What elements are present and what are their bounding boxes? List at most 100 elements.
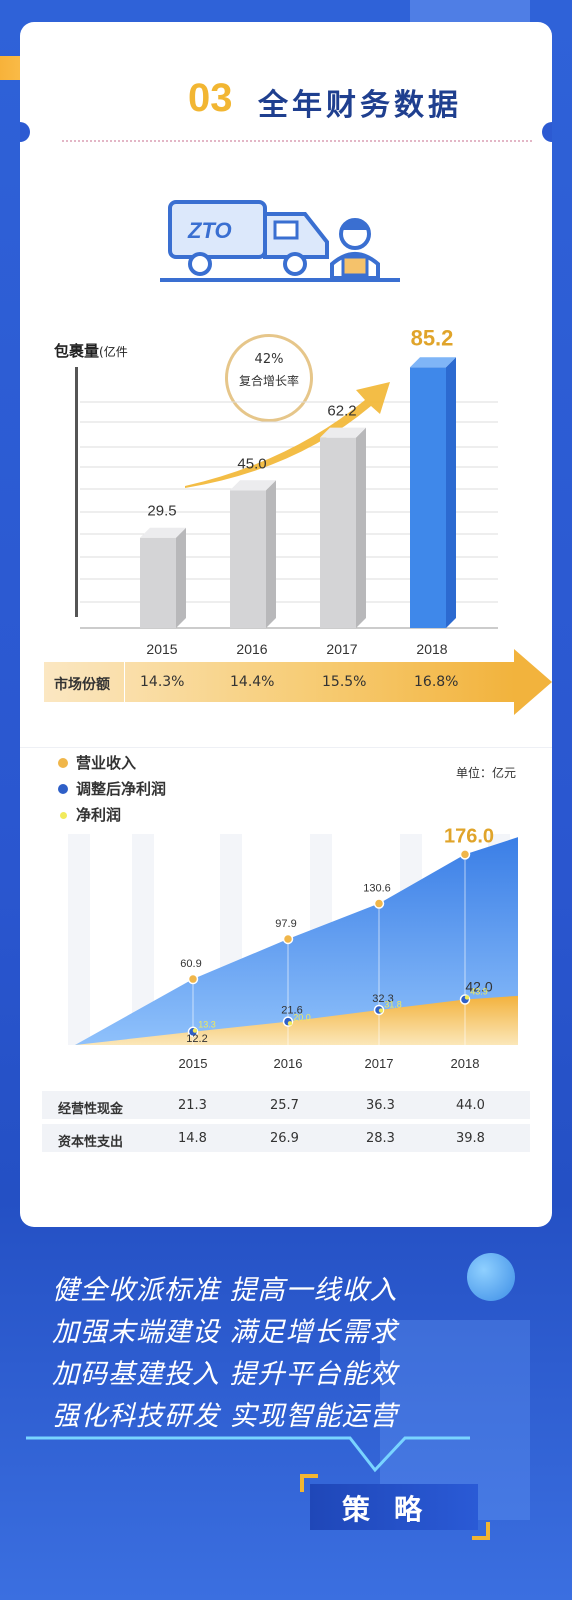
bar-top-2016 <box>230 480 276 491</box>
bar-2015 <box>140 537 176 628</box>
bg-stripe <box>68 834 90 1045</box>
cagr-value: 42% <box>254 352 284 367</box>
table-row-label: 经营性现金 <box>58 1102 124 1117</box>
bar-2017 <box>320 437 356 628</box>
net-profit-point <box>378 1008 384 1013</box>
market-share-label: 市场份额 <box>54 677 110 693</box>
revenue-value-label: 60.9 <box>180 958 201 970</box>
table-cell: 36.3 <box>366 1098 395 1113</box>
card-notch-left <box>20 122 30 142</box>
strategy-line-2: 加强末端建设 满足增长需求 <box>52 1317 398 1348</box>
x-tick-label: 2017 <box>365 1056 394 1071</box>
x-tick-label: 2017 <box>326 641 357 657</box>
table-cell: 25.7 <box>270 1098 299 1113</box>
table-cell: 21.3 <box>178 1098 207 1113</box>
parcel-unit: (亿件 <box>99 345 128 359</box>
table-row-label: 资本性支出 <box>58 1135 124 1150</box>
title-divider <box>62 140 532 142</box>
bar-side-2015 <box>176 527 186 628</box>
parcel-bar-chart: 29.5 2015 45.0 2016 62.2 2017 85.2 2018 <box>80 325 498 657</box>
section-title: 全年财务数据 <box>258 88 462 123</box>
bar-value-label: 45.0 <box>237 455 266 472</box>
revenue-point <box>187 973 199 985</box>
strategy-line-4: 强化科技研发 实现智能运营 <box>52 1401 398 1432</box>
parcel-ylabel-text: 包裹量 <box>54 342 100 360</box>
strategy-box-corners <box>300 1474 490 1540</box>
bar-top-2017 <box>320 427 366 438</box>
bg-top-glow <box>410 0 530 22</box>
truck-logo-text: ZTO <box>187 218 232 243</box>
market-share-arrow <box>514 649 552 715</box>
bar-2016 <box>230 490 266 628</box>
x-tick-label: 2018 <box>416 641 447 657</box>
table-cell: 26.9 <box>270 1131 299 1146</box>
table-cell: 28.3 <box>366 1131 395 1146</box>
legend-revenue-dot <box>58 758 68 768</box>
x-tick-label: 2016 <box>274 1056 303 1071</box>
cagr-label: 复合增长率 <box>238 374 299 388</box>
bar-value-label: 85.2 <box>411 325 454 350</box>
x-tick-label: 2015 <box>179 1056 208 1071</box>
table-cell: 44.0 <box>456 1098 485 1113</box>
strategy-label-box <box>310 1484 478 1530</box>
table-cell: 14.8 <box>178 1131 207 1146</box>
parcel-ylabel: 包裹量(亿件 <box>54 340 128 361</box>
legend-adjusted-profit-dot <box>58 784 68 794</box>
market-share-2015: 14.3% <box>140 674 185 690</box>
section-separator <box>20 747 552 748</box>
x-tick-label: 2018 <box>451 1056 480 1071</box>
growth-arrow <box>185 382 390 488</box>
x-tick-label: 2016 <box>236 641 267 657</box>
net-profit-point <box>192 1028 198 1033</box>
market-share-divider <box>124 662 125 702</box>
table-row <box>42 1124 530 1152</box>
revenue-point <box>459 849 471 860</box>
net-profit-point <box>287 1021 293 1026</box>
financial-card: 03 全年财务数据 ZTO 包裹量(亿件 42% 复合增长率 29.5 2015 4… <box>20 22 552 1227</box>
net-profit-value-label: 31.8 <box>384 1000 402 1010</box>
cagr-badge <box>225 334 313 422</box>
strategy-line-1: 健全收派标准 提高一线收入 <box>52 1275 398 1306</box>
adjusted-profit-value-label: 42.0 <box>465 979 492 995</box>
section-number: 03 <box>188 76 233 120</box>
bg-stripe <box>132 834 154 1045</box>
net-profit-value-label: 20.0 <box>293 1012 311 1022</box>
x-tick-label: 2015 <box>146 641 177 657</box>
bar-top-2018 <box>410 357 456 368</box>
adjusted-profit-value-label: 12.2 <box>186 1033 207 1045</box>
adjusted-profit-value-label: 21.6 <box>281 1005 302 1017</box>
bar-side-2018 <box>446 357 456 628</box>
revenue-point <box>373 898 385 909</box>
revenue-value-label: 176.0 <box>444 825 494 847</box>
market-share-2016: 14.4% <box>230 674 275 690</box>
adjusted-profit-area <box>75 995 518 1045</box>
market-share-bar <box>44 662 514 702</box>
legend-revenue: 营业收入 <box>76 754 137 772</box>
revenue-area <box>75 837 518 1045</box>
bar-side-2017 <box>356 427 366 628</box>
legend-net-profit: 净利润 <box>76 806 122 824</box>
table-cell: 39.8 <box>456 1131 485 1146</box>
strategy-connector-line <box>26 1436 470 1473</box>
market-share-2017: 15.5% <box>322 674 367 690</box>
revenue-point <box>282 933 294 945</box>
bar-side-2016 <box>266 480 276 628</box>
parcel-y-axis <box>75 367 78 617</box>
revenue-value-label: 130.6 <box>363 883 391 895</box>
net-profit-value-label: 43.9 <box>470 986 488 996</box>
bar-value-label: 62.2 <box>327 403 356 420</box>
delivery-truck-icon: ZTO <box>160 200 400 282</box>
adjusted-profit-value-label: 32.3 <box>372 993 393 1005</box>
net-profit-value-label: 13.3 <box>198 1020 216 1030</box>
strategy-line-3: 加码基建投入 提升平台能效 <box>52 1359 398 1390</box>
legend-net-profit-dot <box>60 812 67 819</box>
card-notch-right <box>542 122 552 142</box>
revenue-value-label: 97.9 <box>275 918 296 930</box>
net-profit-point <box>464 995 470 1000</box>
finance-area-chart: 60.9 12.2 13.3 2015 97.9 21.620.0 2016 130.6 32.… <box>68 825 518 1071</box>
bg-sphere <box>467 1253 515 1301</box>
bar-top-2015 <box>140 527 186 538</box>
finance-unit-label: 单位：亿元 <box>456 766 517 780</box>
strategy-label: 策略 <box>341 1493 446 1526</box>
table-row <box>42 1091 530 1119</box>
